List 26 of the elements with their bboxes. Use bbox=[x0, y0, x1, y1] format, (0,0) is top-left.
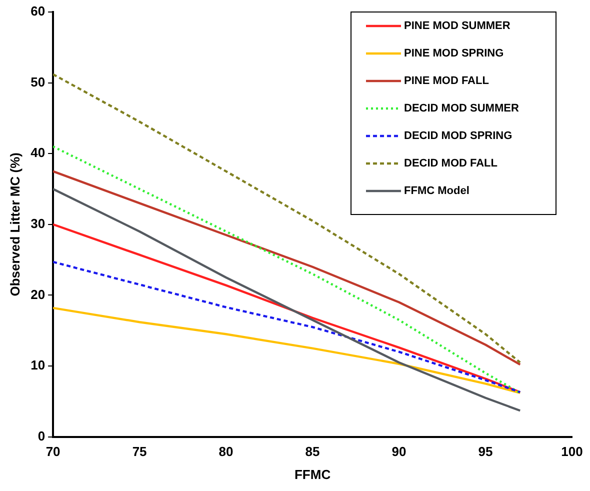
y-tick-label: 0 bbox=[38, 428, 46, 444]
y-tick-label: 40 bbox=[30, 145, 46, 160]
y-tick-label: 20 bbox=[30, 286, 46, 302]
legend-label: DECID MOD FALL bbox=[404, 158, 498, 170]
y-tick-label: 30 bbox=[30, 216, 46, 231]
x-axis-title: FFMC bbox=[294, 466, 332, 482]
x-tick-label: 80 bbox=[218, 444, 234, 460]
line-series bbox=[53, 145, 522, 394]
x-tick-label: 70 bbox=[46, 444, 60, 460]
legend-label: FFMC Model bbox=[404, 185, 470, 198]
x-tick-label: 95 bbox=[478, 444, 493, 460]
x-tick-label: 85 bbox=[305, 444, 320, 460]
y-tick-label: 60 bbox=[30, 4, 46, 19]
x-tick-label: 75 bbox=[132, 444, 147, 460]
x-tick-label: 100 bbox=[561, 444, 583, 460]
legend-label: DECID MOD SPRING bbox=[404, 130, 512, 142]
line-series bbox=[53, 260, 522, 394]
legend-label: PINE MOD SPRING bbox=[404, 48, 504, 60]
legend-label: PINE MOD FALL bbox=[404, 75, 490, 88]
x-tick-label: 90 bbox=[392, 444, 406, 460]
legend-label: PINE MOD SUMMER bbox=[404, 20, 510, 32]
y-tick-label: 50 bbox=[30, 74, 46, 90]
legend-label: DECID MOD SUMMER bbox=[404, 102, 519, 115]
y-tick-label: 10 bbox=[30, 358, 46, 373]
y-axis-title: Observed Litter MC (%) bbox=[7, 152, 22, 296]
line-series bbox=[53, 73, 522, 364]
